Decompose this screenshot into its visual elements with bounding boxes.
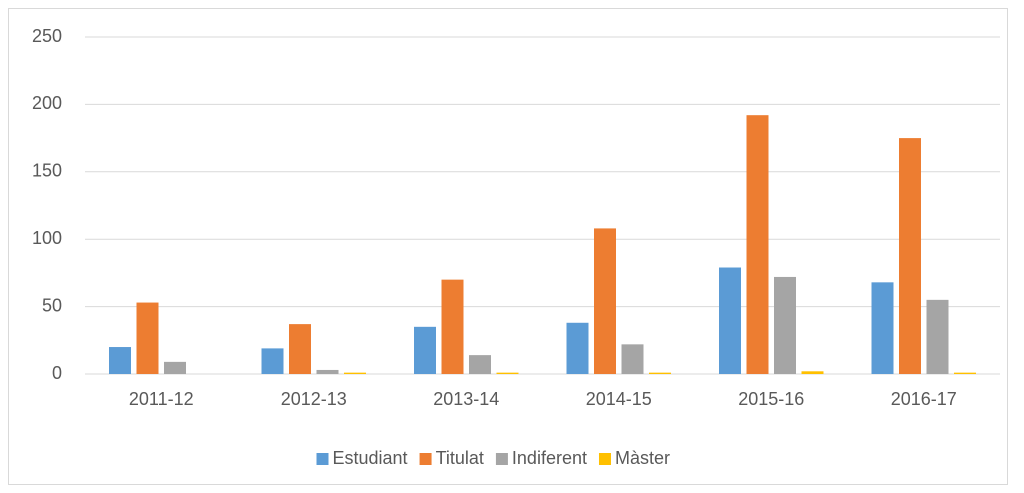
x-tick-label: 2013-14: [433, 389, 499, 409]
bar: [289, 324, 311, 374]
bar: [469, 355, 491, 374]
x-tick-label: 2016-17: [891, 389, 957, 409]
bar: [774, 276, 796, 374]
bar: [164, 361, 186, 374]
bar: [899, 138, 921, 374]
bar: [746, 115, 769, 375]
bar: [954, 372, 976, 374]
bar: [496, 372, 519, 374]
legend-swatch: [316, 453, 329, 465]
bar: [871, 282, 894, 374]
bar: [649, 372, 671, 374]
bar: [109, 347, 131, 374]
bar: [344, 372, 366, 374]
legend-label: Titulat: [436, 448, 484, 468]
chart-frame: [8, 8, 1008, 485]
legend-swatch: [495, 453, 508, 465]
y-tick-label: 0: [52, 363, 62, 383]
legend-swatch: [419, 453, 432, 465]
x-tick-label: 2014-15: [586, 389, 652, 409]
legend-label: Indiferent: [512, 448, 587, 468]
bar: [316, 369, 339, 374]
bar: [801, 371, 824, 374]
y-tick-label: 50: [42, 295, 62, 315]
bar: [926, 299, 949, 374]
bar: [719, 267, 741, 374]
x-tick-label: 2011-12: [129, 389, 194, 409]
bar: [414, 326, 436, 374]
bar: [594, 228, 616, 374]
y-tick-label: 250: [32, 26, 62, 46]
legend-label: Estudiant: [333, 448, 408, 468]
legend-swatch: [598, 453, 611, 465]
y-tick-label: 200: [32, 93, 62, 113]
legend-label: Màster: [615, 448, 670, 468]
y-tick-label: 150: [32, 161, 62, 181]
bar: [621, 344, 644, 374]
bar: [261, 348, 284, 374]
y-tick-label: 100: [32, 228, 62, 248]
bar: [566, 322, 589, 374]
bar: [136, 302, 159, 374]
bar: [441, 279, 464, 374]
x-tick-label: 2015-16: [738, 389, 804, 409]
x-tick-label: 2012-13: [281, 389, 347, 409]
